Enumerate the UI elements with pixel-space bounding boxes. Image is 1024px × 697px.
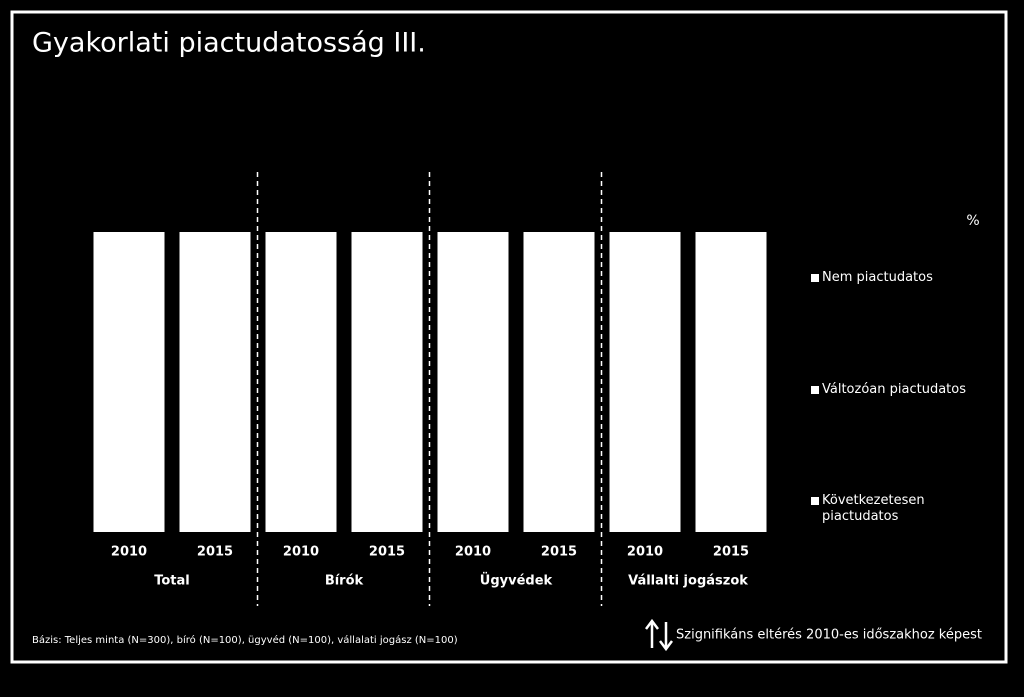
legend-entry: Változóan piactudatos	[822, 382, 966, 397]
significance-icon	[645, 618, 673, 652]
x-tick-label: 2015	[541, 545, 577, 560]
bar	[609, 232, 681, 532]
bar	[351, 232, 423, 532]
chart-title: Gyakorlati piactudatosság III.	[32, 28, 426, 59]
legend-entry: Következetesen piactudatos	[822, 493, 925, 524]
legend-swatch	[811, 386, 819, 394]
legend-swatch	[811, 497, 819, 505]
frame	[10, 10, 1008, 664]
bar	[437, 232, 509, 532]
significance-note: Szignifikáns eltérés 2010-es időszakhoz …	[676, 628, 982, 643]
bar	[523, 232, 595, 532]
unit-label: %	[966, 213, 979, 229]
bar	[93, 232, 165, 532]
group-label: Ügyvédek	[480, 573, 553, 589]
x-tick-label: 2010	[627, 545, 663, 560]
bar	[179, 232, 251, 532]
x-tick-label: 2010	[283, 545, 319, 560]
x-tick-label: 2015	[197, 545, 233, 560]
legend-entry: Nem piactudatos	[822, 270, 933, 285]
x-tick-label: 2015	[369, 545, 405, 560]
x-tick-label: 2015	[713, 545, 749, 560]
group-label: Total	[154, 574, 190, 589]
bar	[265, 232, 337, 532]
bar	[695, 232, 767, 532]
group-label: Vállalti jogászok	[628, 574, 748, 589]
x-tick-label: 2010	[455, 545, 491, 560]
legend-swatch	[811, 274, 819, 282]
x-tick-label: 2010	[111, 545, 147, 560]
footnote: Bázis: Teljes minta (N=300), bíró (N=100…	[32, 634, 458, 646]
group-label: Bírók	[325, 574, 364, 589]
